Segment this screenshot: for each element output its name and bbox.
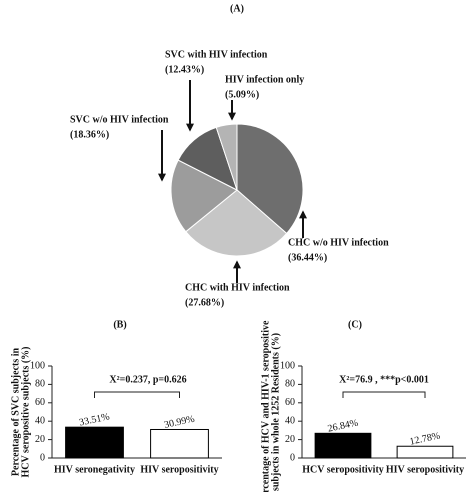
y-axis-label: HCV seropositive subjects (%) xyxy=(20,346,31,477)
y-tick-label: 20 xyxy=(35,434,45,445)
pie-slice xyxy=(185,189,288,257)
panel-label: (B) xyxy=(113,319,126,330)
panel-label: (C) xyxy=(348,319,362,330)
x-tick-label: HIV seropositivity xyxy=(140,464,218,475)
value-label: 33.51% xyxy=(78,411,110,428)
slice-value-label: (18.36%) xyxy=(70,129,109,140)
significance-bracket xyxy=(342,391,426,398)
y-axis-label: subjects in whole 1252 Residents (%) xyxy=(270,333,281,491)
y-tick-label: 80 xyxy=(285,379,295,390)
slice-label: CHC w/o HIV infection xyxy=(288,237,389,248)
y-tick-label: 60 xyxy=(35,397,45,408)
y-tick-label: 40 xyxy=(35,415,45,426)
slice-label: CHC with HIV infection xyxy=(185,282,290,293)
slice-value-label: (5.09%) xyxy=(225,89,259,100)
value-label: 12.78% xyxy=(409,430,441,447)
y-tick-label: 20 xyxy=(285,434,295,445)
y-tick-label: 80 xyxy=(35,379,45,390)
slice-value-label: (12.43%) xyxy=(165,64,204,75)
x-tick-label: HIV seronegativity xyxy=(54,464,135,475)
y-tick-label: 40 xyxy=(285,415,295,426)
y-tick-label: 0 xyxy=(40,452,45,463)
bar xyxy=(65,426,124,459)
annotation: X²=76.9 , ***p<0.001 xyxy=(339,374,429,385)
y-tick-label: 100 xyxy=(30,360,45,371)
x-tick-label: HIV seropositivity xyxy=(386,464,464,475)
annotation: X²=0.237, p=0.626 xyxy=(109,374,186,385)
x-tick-label: HCV seropositivity xyxy=(302,464,384,475)
bar xyxy=(314,432,372,459)
y-tick-label: 0 xyxy=(290,452,295,463)
significance-bracket xyxy=(94,391,180,398)
value-label: 26.84% xyxy=(327,418,359,435)
y-tick-label: 60 xyxy=(285,397,295,408)
bar xyxy=(396,445,454,459)
slice-label: SVC with HIV infection xyxy=(165,49,268,60)
slice-value-label: (27.68%) xyxy=(185,297,224,308)
slice-label: SVC w/o HIV infection xyxy=(70,114,169,125)
pie-slice xyxy=(170,159,238,233)
y-axis-label: Percentage of SVC subjects in xyxy=(10,348,21,477)
value-label: 30.99% xyxy=(163,414,195,431)
y-tick-label: 100 xyxy=(280,360,295,371)
pie-slice xyxy=(236,123,304,235)
panel-label: (A) xyxy=(230,3,244,14)
pie-slice xyxy=(215,123,238,191)
bar xyxy=(150,428,209,459)
y-axis-label: Percentage of HCV and HIV-1 seropositive xyxy=(260,320,271,492)
slice-value-label: (36.44%) xyxy=(288,252,327,263)
slice-label: HIV infection only xyxy=(225,74,304,85)
